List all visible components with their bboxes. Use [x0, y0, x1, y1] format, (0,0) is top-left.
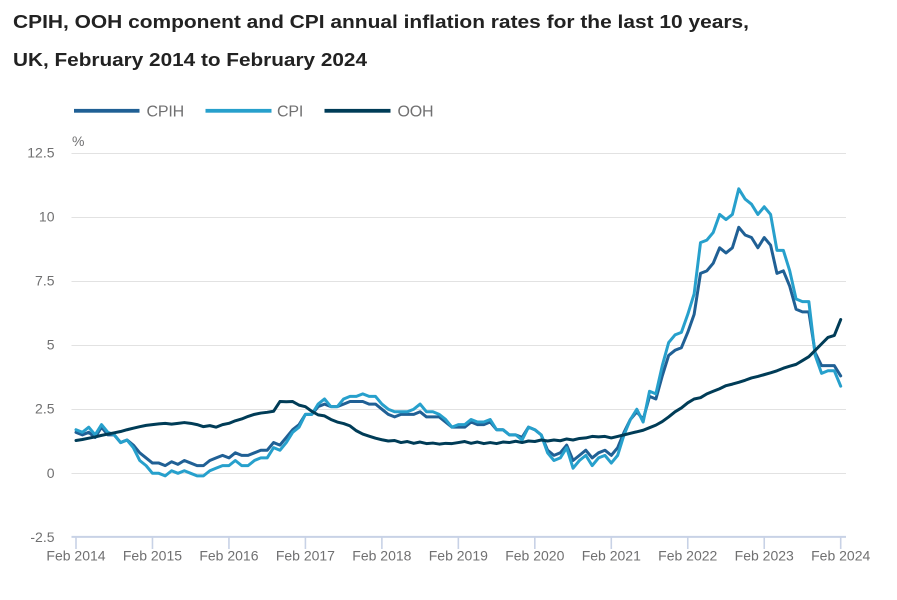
svg-text:Feb 2019: Feb 2019	[429, 548, 488, 564]
svg-text:OOH: OOH	[398, 104, 434, 121]
svg-text:Feb 2014: Feb 2014	[46, 548, 105, 564]
svg-text:CPIH: CPIH	[147, 104, 184, 121]
svg-text:10: 10	[39, 209, 55, 225]
svg-text:%: %	[72, 133, 84, 149]
svg-text:Feb 2024: Feb 2024	[811, 548, 870, 564]
svg-text:CPI: CPI	[277, 104, 303, 121]
svg-text:UK, February 2014 to February: UK, February 2014 to February 2024	[13, 50, 367, 70]
svg-text:Feb 2020: Feb 2020	[505, 548, 564, 564]
svg-text:Feb 2016: Feb 2016	[199, 548, 258, 564]
svg-text:5: 5	[47, 337, 55, 353]
svg-text:Feb 2021: Feb 2021	[582, 548, 641, 564]
svg-text:CPIH, OOH component and CPI an: CPIH, OOH component and CPI annual infla…	[13, 12, 749, 32]
svg-text:7.5: 7.5	[35, 273, 55, 289]
svg-text:2.5: 2.5	[35, 401, 55, 417]
svg-text:-2.5: -2.5	[30, 529, 54, 545]
svg-text:0: 0	[47, 465, 55, 481]
svg-text:Feb 2015: Feb 2015	[123, 548, 182, 564]
svg-text:Feb 2023: Feb 2023	[735, 548, 794, 564]
svg-text:Feb 2018: Feb 2018	[352, 548, 411, 564]
svg-text:12.5: 12.5	[27, 145, 54, 161]
svg-text:Feb 2022: Feb 2022	[658, 548, 717, 564]
svg-text:Feb 2017: Feb 2017	[276, 548, 335, 564]
